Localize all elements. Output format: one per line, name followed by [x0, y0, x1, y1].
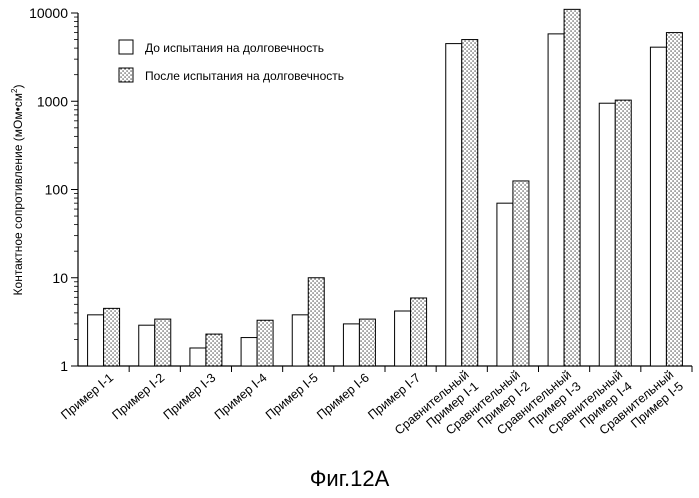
legend-label: После испытания на долговечность	[145, 69, 344, 83]
y-tick-label: 10000	[29, 5, 68, 21]
x-tick-label: Пример Ⅰ-5	[263, 371, 321, 423]
x-label-text: Пример Ⅰ-4	[212, 371, 270, 423]
bar-after	[665, 32, 683, 367]
y-tick-label: 1	[60, 358, 68, 374]
bars	[87, 8, 693, 372]
legend-swatch	[118, 67, 134, 83]
x-label-text: Пример Ⅰ-5	[263, 371, 321, 423]
bar-after	[307, 277, 325, 367]
bar-before	[138, 324, 156, 367]
bar-before	[445, 43, 463, 367]
x-label-text: Пример Ⅰ-2	[109, 371, 167, 423]
bar-before	[342, 323, 360, 367]
x-label-text: Пример Ⅰ-6	[314, 371, 372, 423]
bar-after	[512, 180, 530, 367]
bar-after	[154, 318, 172, 367]
bar-after	[103, 307, 121, 367]
y-tick-label: 1000	[37, 93, 68, 109]
legend-swatch	[118, 39, 134, 55]
y-ticks: 1 10 100 1000 10000	[29, 5, 78, 374]
y-tick-label: 10	[52, 270, 68, 286]
bar-before	[649, 46, 667, 367]
figure-caption: Фиг.12А	[309, 466, 390, 491]
y-axis-label: Контактное сопротивление (мОм•см2)	[10, 85, 25, 296]
bar-before	[240, 337, 258, 367]
bar-before	[394, 310, 412, 367]
legend-label: До испытания на долговечность	[145, 41, 324, 55]
bar-after	[410, 297, 428, 367]
bar-before	[547, 33, 565, 367]
bar-before	[87, 314, 105, 367]
bar-before	[496, 202, 514, 367]
bar-after	[461, 39, 479, 367]
bar-after	[256, 319, 274, 367]
x-tick-label: Пример Ⅰ-6	[314, 371, 372, 423]
x-tick-label: Пример Ⅰ-1	[58, 371, 116, 423]
bar-after	[614, 99, 632, 367]
legend: До испытания на долговечность После испыт…	[118, 39, 344, 83]
bar-after	[358, 318, 376, 367]
x-tick-label: Пример Ⅰ-2	[109, 371, 167, 423]
bar-before	[189, 347, 207, 367]
x-label-text: Пример Ⅰ-3	[161, 371, 219, 423]
x-tick-label: Пример Ⅰ-4	[212, 371, 270, 423]
x-tick-label: Пример Ⅰ-3	[161, 371, 219, 423]
y-tick-label: 100	[45, 182, 69, 198]
bar-before	[291, 314, 309, 367]
bar-after	[205, 333, 223, 367]
bar-after	[563, 8, 581, 367]
bar-before	[598, 102, 616, 367]
x-label-text: Пример Ⅰ-1	[58, 371, 116, 423]
